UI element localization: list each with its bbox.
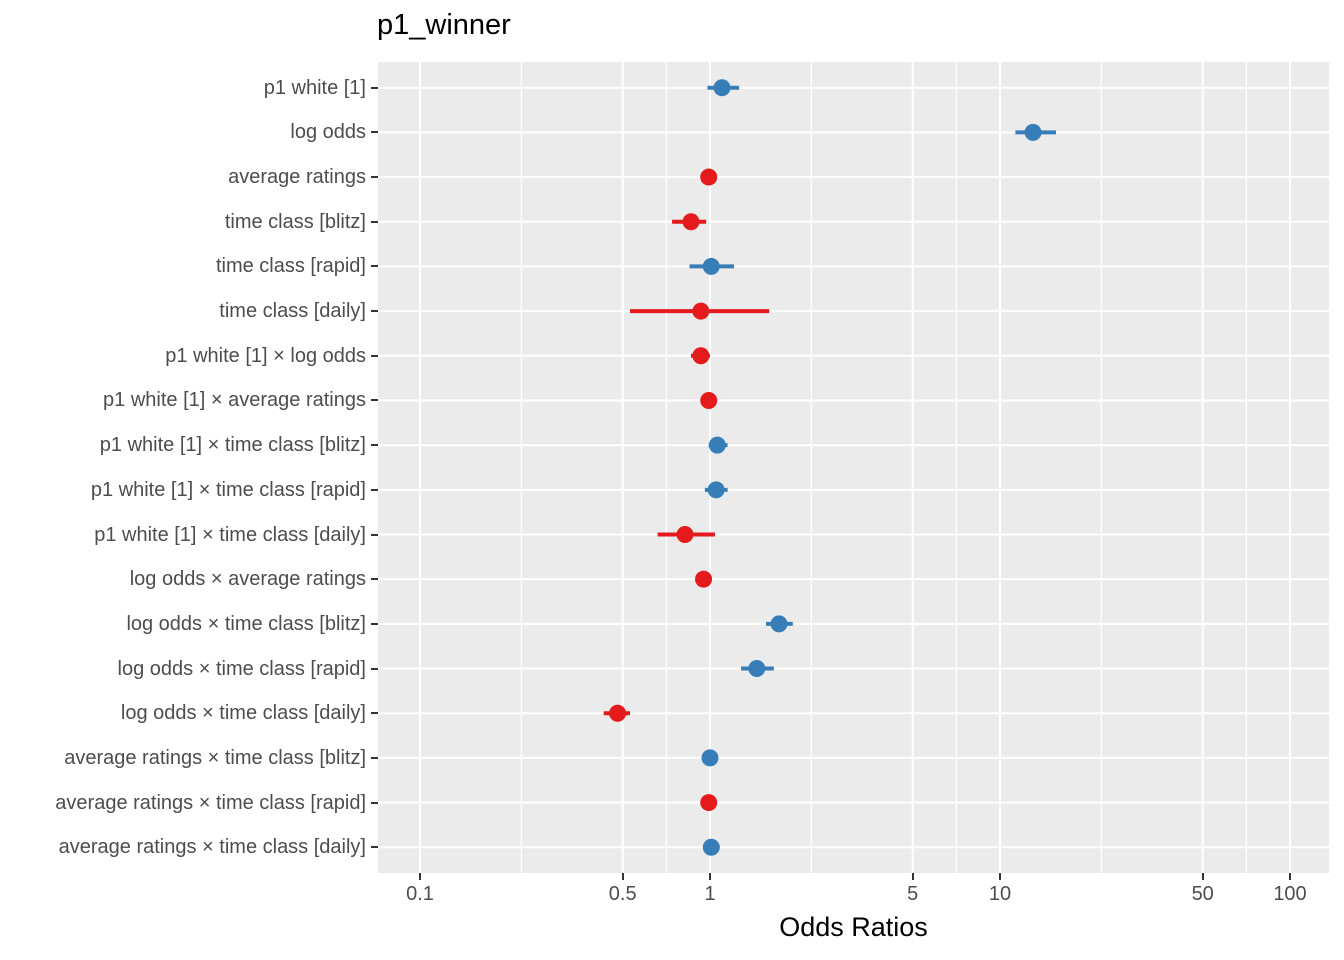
y-axis-label: log odds: [290, 121, 366, 144]
y-axis-label: average ratings × time class [blitz]: [64, 746, 366, 769]
x-axis-tick-label: 0.1: [406, 883, 434, 905]
odds-ratio-point: [676, 526, 694, 543]
odds-ratio-point: [707, 481, 725, 499]
y-axis-tick: [371, 801, 378, 804]
x-axis-tick-label: 100: [1273, 883, 1307, 905]
y-axis-label: p1 white [1] × time class [rapid]: [90, 478, 366, 501]
y-axis-tick: [371, 220, 378, 223]
y-axis-label: p1 white [1] × time class [blitz]: [99, 434, 366, 457]
y-axis-tick: [371, 310, 378, 313]
y-axis-label: log odds × time class [rapid]: [117, 657, 366, 680]
y-axis-label: log odds × average ratings: [129, 568, 366, 591]
x-axis-tick: [911, 873, 914, 880]
y-axis-tick: [371, 667, 378, 670]
y-axis-label: log odds × time class [daily]: [120, 702, 366, 725]
y-axis-label: time class [rapid]: [215, 255, 366, 278]
x-axis-tick-label: 0.5: [608, 883, 637, 905]
plot-canvas: [378, 62, 1329, 873]
x-axis-tick-label: 5: [907, 883, 919, 905]
x-axis-tick: [1201, 873, 1204, 880]
y-axis-tick: [371, 622, 378, 625]
y-axis-tick: [371, 712, 378, 715]
y-axis-label: time class [blitz]: [224, 210, 366, 233]
y-axis-tick: [371, 86, 378, 89]
x-axis-tick-label: 10: [988, 883, 1012, 905]
y-axis-tick: [371, 533, 378, 536]
odds-ratio-point: [702, 838, 720, 856]
y-axis-tick: [371, 176, 378, 179]
y-axis-label: p1 white [1] × time class [daily]: [94, 523, 366, 546]
y-axis-tick: [371, 756, 378, 759]
x-axis-title: Odds Ratios: [779, 912, 928, 942]
odds-ratio-point: [700, 391, 718, 409]
x-axis-tick: [1289, 873, 1291, 880]
y-axis-label: average ratings: [228, 166, 366, 189]
odds-ratio-point: [609, 704, 627, 722]
y-axis-label: time class [daily]: [219, 300, 366, 323]
odds-ratio-point: [770, 615, 788, 633]
odds-ratio-point: [700, 168, 718, 186]
odds-ratio-point: [713, 79, 731, 97]
y-axis-tick: [371, 354, 378, 357]
y-axis-tick: [371, 265, 378, 268]
x-axis-tick-label: 1: [704, 883, 716, 905]
x-axis-tick: [419, 873, 421, 880]
y-axis-label: log odds × time class [blitz]: [126, 612, 366, 635]
y-axis-tick: [371, 399, 378, 402]
odds-ratio-point: [692, 302, 710, 320]
y-axis-label: p1 white [1] × log odds: [165, 344, 366, 367]
y-axis-label: average ratings × time class [rapid]: [55, 791, 366, 814]
y-axis-tick: [371, 488, 378, 491]
plot-title: p1_winner: [377, 9, 511, 41]
odds-ratio-point: [695, 570, 713, 588]
odds-ratio-point: [1024, 123, 1042, 141]
y-axis-tick: [371, 846, 378, 849]
odds-ratio-point: [700, 794, 718, 812]
odds-ratio-point: [748, 660, 766, 678]
plot-panel: [378, 62, 1329, 873]
y-axis-tick: [371, 131, 378, 134]
y-axis-label: average ratings × time class [daily]: [58, 836, 366, 859]
y-axis-tick: [371, 444, 378, 447]
x-axis-tick: [999, 873, 1001, 880]
y-axis-label: p1 white [1]: [263, 76, 366, 99]
x-axis-tick: [621, 873, 624, 880]
y-axis-tick: [371, 578, 378, 581]
x-axis-tick: [709, 873, 711, 880]
odds-ratio-point: [708, 436, 726, 454]
y-axis-label: p1 white [1] × average ratings: [103, 389, 366, 412]
odds-ratio-point: [702, 257, 720, 275]
odds-ratio-point: [682, 213, 700, 231]
x-axis-tick-label: 50: [1191, 883, 1214, 905]
odds-ratio-point: [692, 347, 710, 365]
odds-ratio-point: [701, 749, 719, 767]
